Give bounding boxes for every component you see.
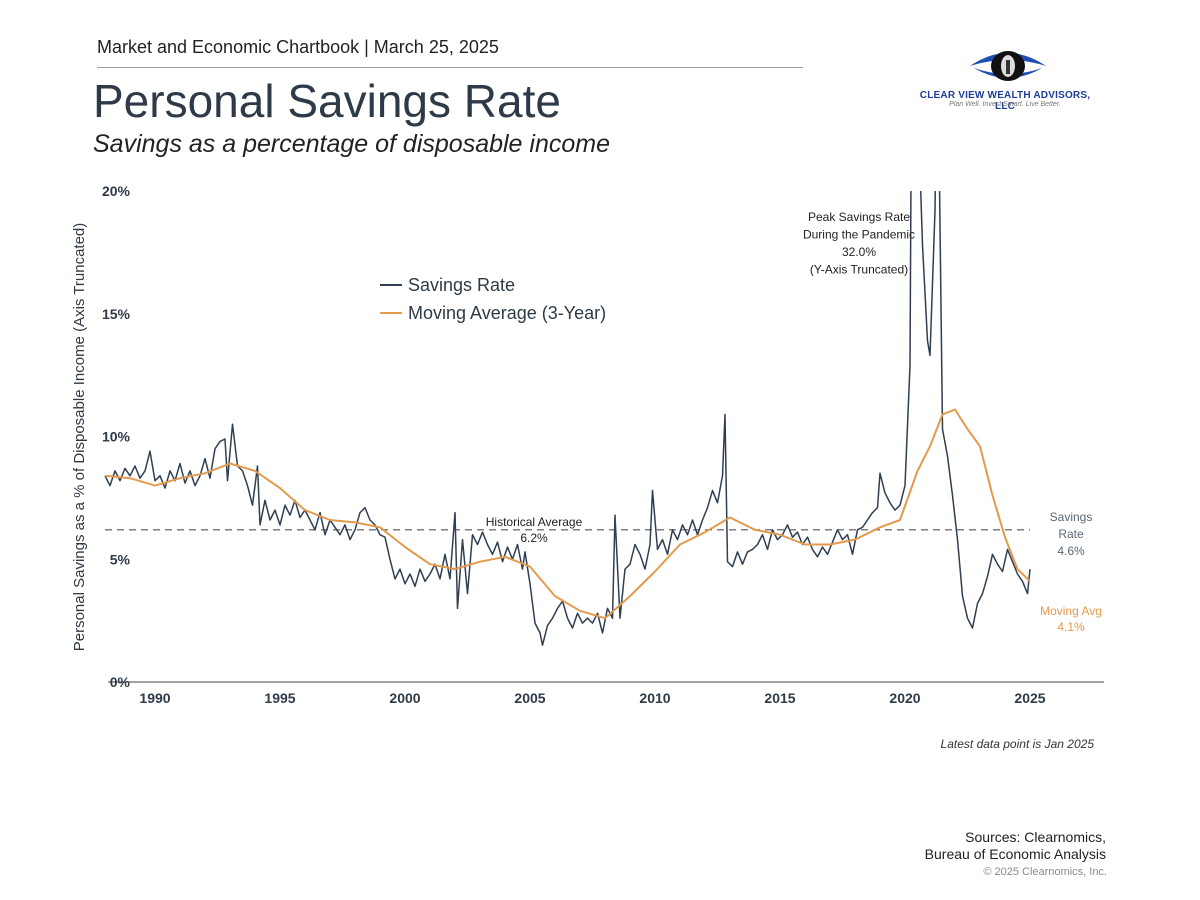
- eye-logo-icon: [970, 51, 1046, 81]
- peak-annotation: During the Pandemic: [803, 228, 915, 242]
- y-tick-label: 20%: [102, 183, 131, 199]
- savings-rate-annotation: Savings: [1050, 510, 1093, 524]
- historical-average-annotation: 6.2%: [520, 531, 548, 545]
- y-tick-label: 15%: [102, 306, 131, 322]
- peak-annotation: (Y-Axis Truncated): [810, 263, 908, 277]
- moving-average-annotation: Moving Avg: [1040, 604, 1102, 618]
- y-tick-label: 0%: [110, 674, 131, 690]
- latest-data-note: Latest data point is Jan 2025: [940, 737, 1094, 751]
- savings-rate-annotation: Rate: [1058, 527, 1084, 541]
- logo-tagline: Plan Well. Invest Smart. Live Better.: [949, 101, 1061, 108]
- legend-label: Savings Rate: [408, 275, 515, 295]
- x-tick-label: 1990: [139, 690, 170, 706]
- page-title: Personal Savings Rate: [93, 75, 561, 127]
- page-subtitle: Savings as a percentage of disposable in…: [93, 130, 610, 158]
- chartbook-header: Market and Economic Chartbook | March 25…: [97, 37, 499, 57]
- y-tick-label: 5%: [110, 551, 131, 567]
- chart-lines: [104, 191, 1031, 646]
- sources-line-2: Bureau of Economic Analysis: [924, 846, 1106, 862]
- x-tick-label: 1995: [264, 690, 295, 706]
- logo-company-name: CLEAR VIEW WEALTH ADVISORS, LLC: [919, 90, 1091, 112]
- header-divider: [97, 67, 803, 68]
- chart-legend: Savings Rate Moving Average (3-Year): [380, 275, 606, 323]
- legend-label: Moving Average (3-Year): [408, 303, 606, 323]
- x-tick-label: 2005: [514, 690, 545, 706]
- company-logo: CLEAR VIEW WEALTH ADVISORS, LLC Plan Wel…: [910, 42, 1100, 112]
- x-tick-label: 2010: [639, 690, 670, 706]
- peak-annotation: 32.0%: [842, 245, 876, 259]
- x-tick-label: 2000: [389, 690, 420, 706]
- chart-axes: 1990 1995 2000 2005 2010 2015 2020 2025 0% 5% 10% 1…: [102, 183, 1104, 706]
- peak-annotation: Peak Savings Rate: [808, 210, 910, 224]
- x-tick-label: 2015: [764, 690, 795, 706]
- moving-average-series: [104, 408, 1031, 620]
- copyright: © 2025 Clearnomics, Inc.: [983, 866, 1107, 878]
- savings-rate-series: [104, 191, 1031, 646]
- x-tick-label: 2020: [889, 690, 920, 706]
- sources: Sources: Clearnomics, Bureau of Economic…: [925, 829, 1106, 863]
- x-tick-label: 2025: [1014, 690, 1045, 706]
- historical-average-annotation: Historical Average: [486, 515, 583, 529]
- sources-line-1: Sources: Clearnomics,: [965, 829, 1106, 845]
- savings-rate-annotation: 4.6%: [1057, 544, 1085, 558]
- moving-average-annotation: 4.1%: [1057, 620, 1085, 634]
- y-axis-label: Personal Savings as a % of Disposable In…: [71, 223, 88, 652]
- y-tick-label: 10%: [102, 429, 131, 445]
- chart-annotations: Peak Savings Rate During the Pandemic 32.0…: [486, 210, 1102, 634]
